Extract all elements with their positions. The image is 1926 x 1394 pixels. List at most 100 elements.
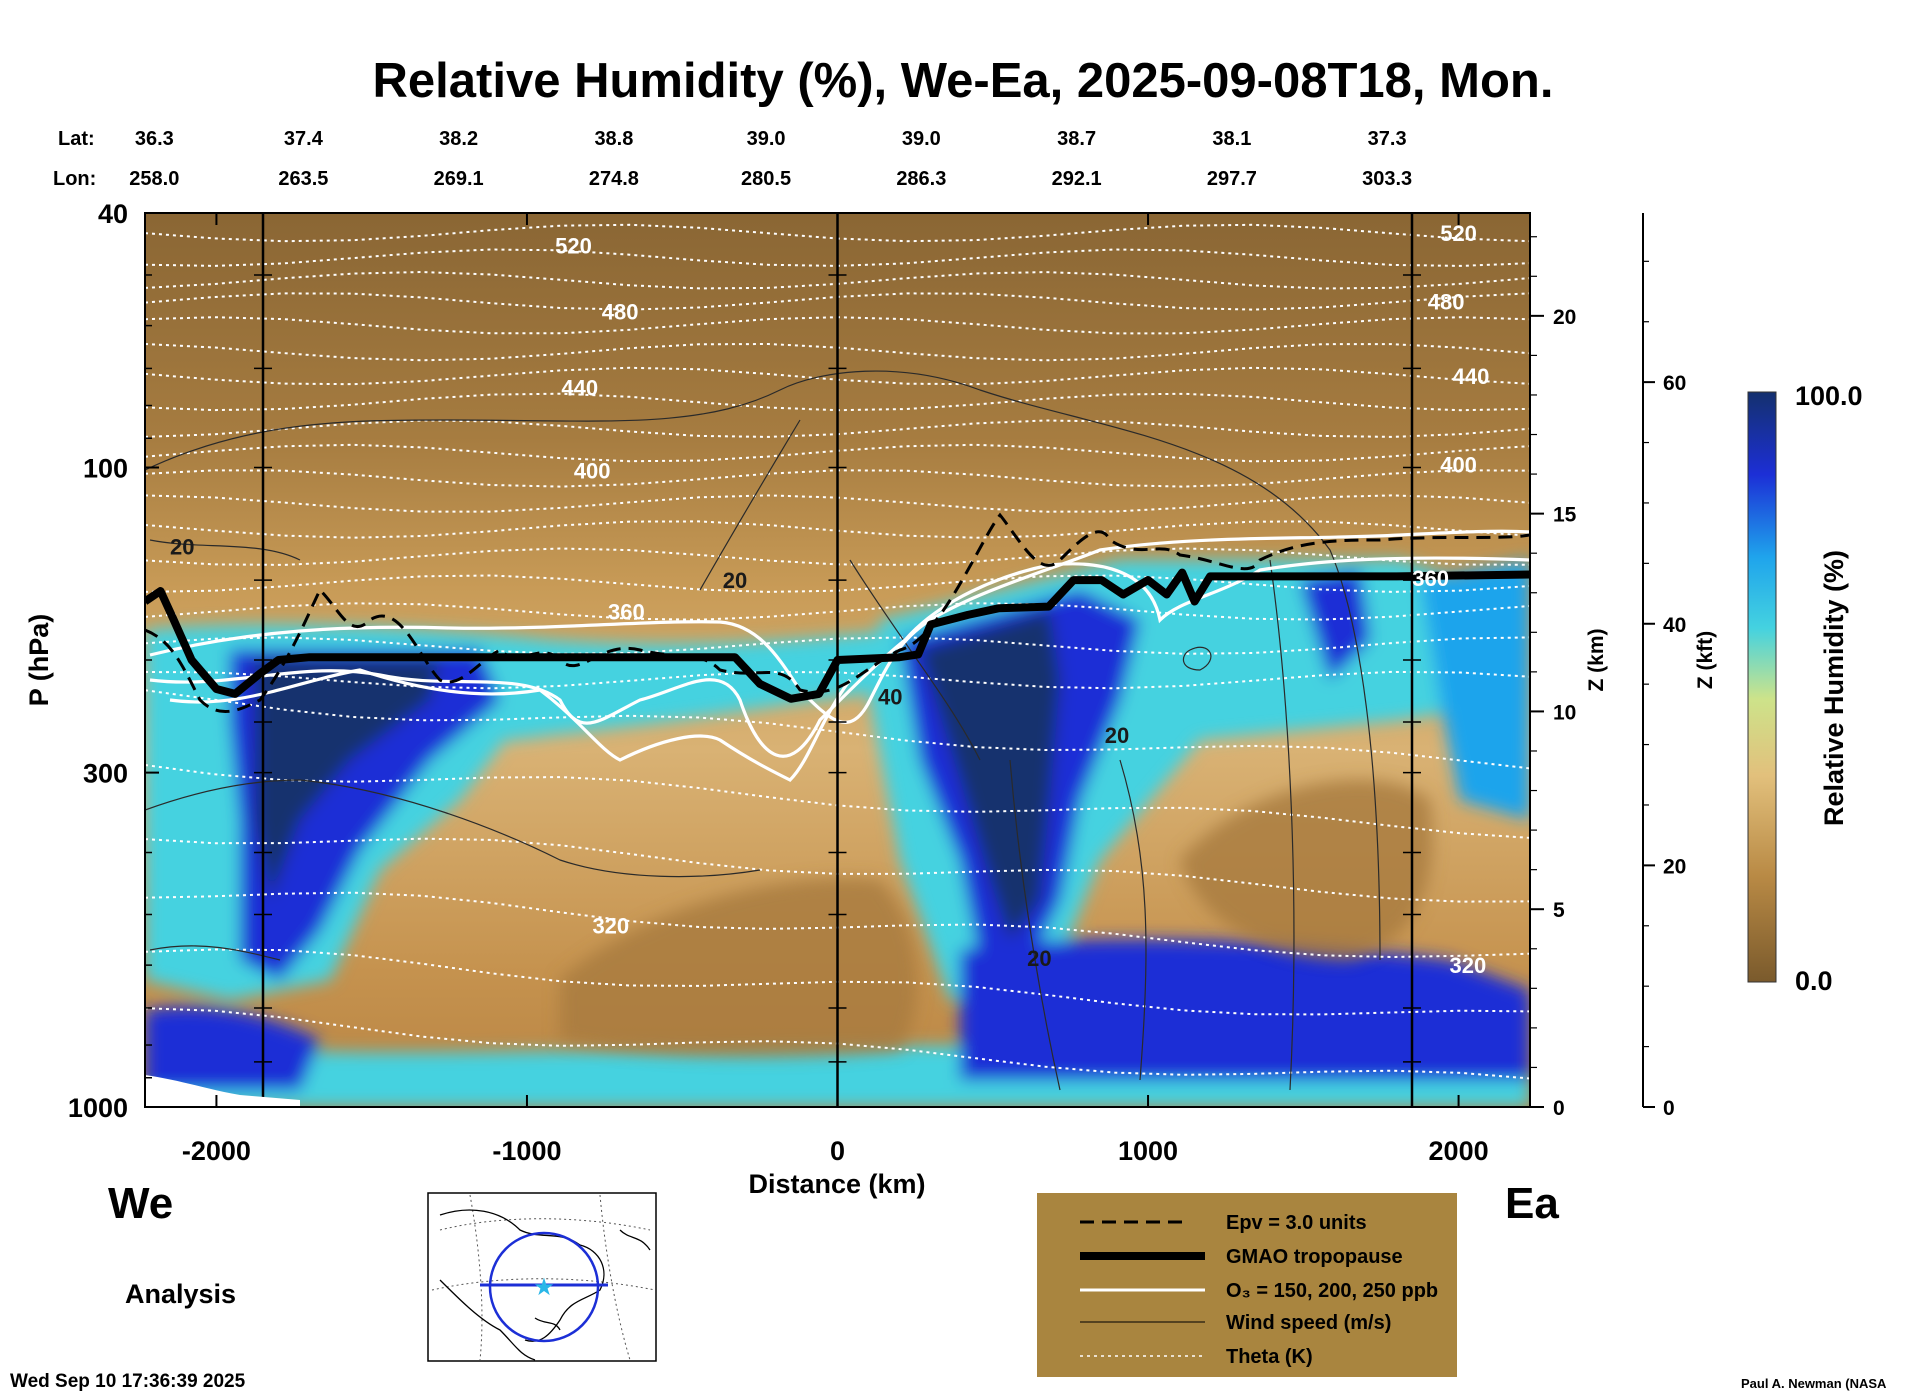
- x-tick-label: 0: [830, 1136, 845, 1166]
- theta-labels: 520 480 440 400 360 320 520 480 440 400 360 320: [555, 221, 1489, 978]
- coastline: [534, 1317, 561, 1331]
- west-label: We: [108, 1179, 173, 1228]
- wind-contour: [149, 539, 301, 561]
- wind-contour: [699, 419, 801, 591]
- p-tick-label: 40: [98, 199, 128, 229]
- terrain-mask: [145, 1075, 300, 1107]
- wind-contour: [1119, 759, 1147, 1081]
- theta-label: 360: [608, 600, 645, 625]
- wind-speed-contours: [145, 370, 1381, 1091]
- lat-value: 39.0: [902, 128, 941, 150]
- west-saturated-core: [255, 660, 440, 900]
- lon-value: 274.8: [589, 168, 639, 190]
- legend: Epv = 3.0 units GMAO tropopause O₃ = 150…: [1037, 1193, 1457, 1377]
- z-km-tick-label: 5: [1553, 899, 1565, 922]
- east-dry-layer: [1180, 780, 1433, 960]
- colorbar-max-label: 100.0: [1795, 381, 1863, 411]
- wind-label: 20: [723, 568, 747, 593]
- wind-contour: [1182, 646, 1212, 671]
- far-east-saturated: [1300, 570, 1370, 680]
- lon-value: 297.7: [1207, 168, 1257, 190]
- z-kft-axis-label: Z (kft): [1694, 631, 1717, 689]
- theta-label: 320: [592, 913, 629, 938]
- graticule-line: [469, 1194, 483, 1361]
- x-tick-label: 1000: [1118, 1136, 1178, 1166]
- ozone-contours: [149, 529, 1530, 782]
- graticule-line: [599, 1194, 631, 1361]
- east-lower-saturated: [960, 939, 1530, 1080]
- ozone-150: [149, 529, 1530, 724]
- inset-range-circle: [488, 1231, 600, 1343]
- legend-label-tropopause: GMAO tropopause: [1226, 1246, 1403, 1268]
- x-axis: -2000 -1000 0 1000 2000: [182, 213, 1489, 1166]
- wind-contour: [1269, 559, 1295, 1091]
- z-km-axis: 0 5 10 15 20: [1529, 213, 1577, 1120]
- z-km-tick-label: 15: [1553, 504, 1577, 527]
- z-km-tick-label: 10: [1553, 701, 1576, 724]
- coastline: [619, 1229, 651, 1251]
- lat-value: 39.0: [747, 128, 786, 150]
- legend-label-wind: Wind speed (m/s): [1226, 1312, 1391, 1334]
- lon-value: 258.0: [129, 168, 179, 190]
- legend-box: [1037, 1193, 1457, 1377]
- theta-label: 520: [555, 234, 592, 259]
- lon-value: 303.3: [1362, 168, 1412, 190]
- lon-value: 263.5: [278, 168, 328, 190]
- colorbar-title: Relative Humidity (%): [1819, 550, 1849, 826]
- ozone-250: [169, 668, 852, 782]
- wind-contour: [149, 945, 281, 961]
- z-km-tick-label: 20: [1553, 306, 1576, 329]
- rh-dry-regions: [560, 780, 1433, 1057]
- section-vertical-lines: [254, 213, 1421, 1107]
- theta-label: 400: [1440, 453, 1477, 478]
- z-kft-tick-label: 0: [1663, 1097, 1675, 1120]
- z-kft-tick-label: 20: [1663, 855, 1686, 878]
- x-tick-label: -2000: [182, 1136, 251, 1166]
- inset-coastlines: [439, 1209, 651, 1361]
- theta-label: 400: [574, 458, 611, 483]
- lat-value: 38.2: [439, 128, 478, 150]
- wind-label: 40: [878, 684, 902, 709]
- y-axis-label: P (hPa): [24, 614, 54, 707]
- rh-moist-regions: [145, 560, 1530, 1107]
- x-tick-label: 2000: [1429, 1136, 1489, 1166]
- wind-label: 20: [170, 535, 194, 560]
- west-surface-saturated: [145, 1006, 320, 1090]
- graticule-line: [439, 1218, 651, 1231]
- z-km-axis-label: Z (km): [1585, 629, 1608, 692]
- far-east-moist: [1420, 560, 1530, 820]
- chart-title: Relative Humidity (%), We-Ea, 2025-09-08…: [373, 54, 1554, 108]
- inset-map-frame: [427, 1192, 657, 1362]
- footer-credit: Paul A. Newman (NASA: [1741, 1376, 1887, 1391]
- wind-contour: [145, 779, 761, 878]
- x-tick-label: -1000: [492, 1136, 561, 1166]
- z-kft-tick-label: 40: [1663, 614, 1686, 637]
- z-kft-tick-label: 60: [1663, 372, 1686, 395]
- inset-graticule: [431, 1194, 656, 1361]
- coastline: [439, 1279, 536, 1361]
- wind-label: 20: [1105, 723, 1129, 748]
- theta-label: 440: [561, 376, 598, 401]
- epv-line: [145, 512, 1530, 714]
- east-saturated-core: [920, 610, 1060, 940]
- wind-contour: [145, 370, 1381, 961]
- z-km-tick-label: 0: [1553, 1097, 1565, 1120]
- wind-labels: 20 20 40 20 20: [170, 535, 1129, 971]
- colorbar: [1747, 391, 1777, 983]
- lat-value: 38.8: [594, 128, 633, 150]
- legend-label-epv: Epv = 3.0 units: [1226, 1212, 1367, 1234]
- wind-contour: [849, 559, 981, 761]
- colorbar-min-label: 0.0: [1795, 966, 1833, 996]
- lat-value: 37.4: [284, 128, 324, 150]
- wind-contour: [1009, 759, 1061, 1091]
- p-tick-label: 300: [83, 759, 128, 789]
- lon-header: Lon:: [53, 168, 96, 190]
- east-label: Ea: [1505, 1179, 1559, 1228]
- theta-label: 360: [1412, 566, 1449, 591]
- lat-header: Lat:: [58, 128, 95, 150]
- p-tick-label: 100: [83, 453, 128, 483]
- lat-value: 37.3: [1368, 128, 1407, 150]
- lon-value: 269.1: [434, 168, 484, 190]
- legend-label-ozone: O₃ = 150, 200, 250 ppb: [1226, 1280, 1438, 1302]
